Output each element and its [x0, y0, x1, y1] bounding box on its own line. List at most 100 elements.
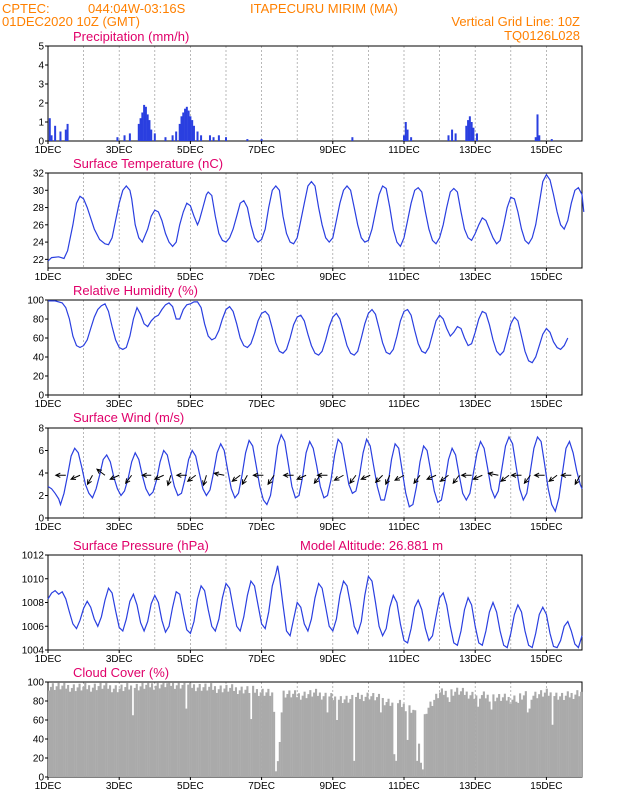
cloud-bar — [339, 696, 342, 777]
cloud-bar — [273, 711, 276, 777]
cloud-bar — [355, 696, 358, 777]
temp-xtick-label: 15DEC — [530, 272, 562, 283]
cloud-bar — [313, 692, 316, 777]
cloud-bar — [461, 687, 464, 777]
cloud-bar — [463, 694, 466, 777]
cloud-bar — [551, 724, 554, 777]
precip-bar — [66, 123, 69, 141]
cloud-bar — [376, 697, 379, 777]
temp-xtick-label: 11DEC — [388, 272, 420, 283]
cloud-bar — [341, 703, 344, 777]
precip-xtick-label: 15DEC — [530, 145, 562, 156]
cloud-bar — [126, 683, 129, 777]
cloud-xtick-label: 15DEC — [530, 781, 562, 792]
cloud-bar — [490, 709, 493, 777]
cloud-bar — [181, 684, 184, 777]
cloud-bar — [53, 689, 56, 777]
precip-xtick-label: 5DEC — [177, 145, 204, 156]
cloud-bar — [513, 695, 516, 777]
cloud-bar — [320, 699, 323, 777]
cloud-bar — [103, 685, 106, 777]
cloud-bar — [286, 693, 289, 777]
precip-bar — [351, 137, 354, 141]
cloud-bar — [383, 705, 386, 777]
header-model-code: TQ0126L028 — [504, 28, 580, 43]
cloud-bar — [97, 686, 100, 777]
cloud-bar — [446, 697, 449, 777]
temp-ytick-label: 30 — [33, 186, 45, 197]
cloud-xtick-label: 13DEC — [459, 781, 491, 792]
cloud-bar — [534, 691, 537, 777]
wind-arrow — [500, 474, 510, 482]
temperature-panel: 22 24 26 28 30 32 1DEC 3DEC 5DEC 7DEC 9DEC 11DEC 13D… — [33, 156, 585, 283]
pressure-series-line — [47, 565, 583, 649]
wind-arrow — [548, 474, 558, 482]
cloud-bar — [206, 690, 209, 777]
cloud-bar — [189, 682, 192, 777]
pressure-ytick-label: 1006 — [22, 622, 45, 633]
wind-arrow — [124, 474, 133, 485]
precip-bar — [200, 135, 203, 141]
cloud-bar — [324, 692, 327, 777]
cloud-bar — [135, 683, 138, 777]
wind-arrow — [349, 474, 357, 485]
cloud-xtick-label: 5DEC — [177, 781, 204, 792]
cloud-bar — [421, 769, 424, 777]
precip-bar — [451, 129, 454, 141]
precip-bar — [164, 137, 167, 141]
cloud-bar — [217, 689, 220, 777]
cloud-bar — [200, 690, 203, 777]
cloud-bar — [444, 690, 447, 777]
cloud-bar — [257, 695, 260, 777]
cloud-bar — [366, 692, 369, 777]
wind-arrow — [241, 475, 248, 486]
cloud-bar — [261, 688, 264, 777]
header-source: CPTEC: — [2, 1, 50, 16]
cloud-bar — [269, 695, 272, 777]
wind-arrow — [413, 474, 421, 485]
pressure-panel: 1004 1006 1008 1010 1012 1DEC 3DEC 5DEC 7DEC 9DEC… — [22, 538, 583, 665]
cloud-bar — [480, 695, 484, 777]
cloud-bar — [499, 700, 503, 777]
cloud-bar — [246, 686, 249, 777]
cloud-ytick-label: 60 — [33, 716, 45, 727]
cloud-bar — [128, 689, 131, 777]
cloud-bar — [133, 687, 136, 777]
precip-bar — [475, 133, 478, 141]
cloud-bar — [364, 696, 367, 777]
wind-ytick-label: 0 — [38, 514, 44, 525]
precip-bar — [180, 116, 183, 141]
precip-bar — [212, 137, 215, 141]
wind-arrow — [385, 475, 391, 486]
wind-arrow — [166, 475, 172, 487]
cloud-bar — [326, 712, 329, 777]
precip-xtick-label: 1DEC — [35, 145, 62, 156]
precip-bar — [217, 135, 220, 141]
precip-bar — [470, 122, 473, 141]
cloud-bar — [223, 688, 226, 777]
cloud-bar — [412, 709, 415, 777]
wind-panel: 0 2 4 6 8 1DEC 3DEC 5DEC 7DEC 9DEC 11DEC 13DEC 15DEC… — [35, 410, 583, 533]
cloud-bar — [171, 682, 175, 777]
precip-bar — [123, 135, 126, 141]
precip-ytick-label: 3 — [38, 80, 44, 91]
cloud-bar — [177, 682, 180, 777]
cloud-bar — [290, 697, 293, 777]
cloud-bar — [559, 696, 562, 777]
cloud-bar — [429, 701, 432, 777]
cloud-bar — [322, 696, 325, 777]
cloud-bar — [118, 688, 121, 777]
cloud-bar — [294, 690, 297, 777]
cloud-bar — [263, 695, 266, 777]
cloud-bar — [219, 685, 222, 777]
cloud-bar — [374, 700, 377, 777]
cloud-bar — [328, 696, 331, 777]
cloud-bar — [356, 692, 360, 777]
cloud-bar — [555, 692, 558, 777]
cloud-bar — [86, 689, 89, 777]
cloud-bar — [538, 694, 541, 777]
precip-bar — [150, 129, 153, 141]
precip-bar — [128, 133, 131, 141]
cloud-bar — [101, 688, 104, 777]
cloud-bar — [238, 690, 241, 777]
